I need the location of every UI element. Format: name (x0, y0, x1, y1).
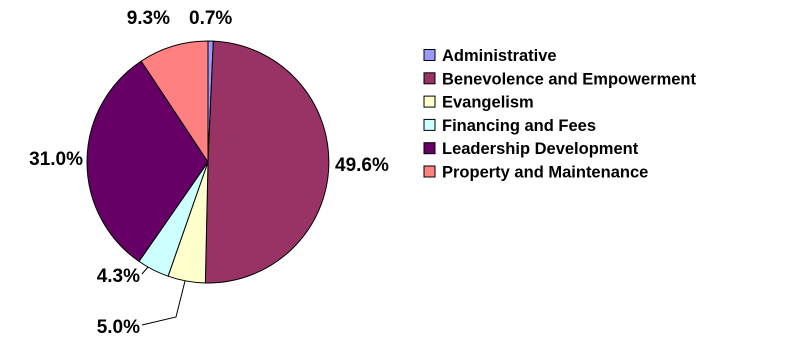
legend-label-financing-and-fees: Financing and Fees (442, 117, 596, 135)
legend-item-leadership-development: Leadership Development (423, 140, 639, 158)
legend-label-property-and-maintenance: Property and Maintenance (442, 164, 648, 182)
label-leader-lines (141, 266, 186, 326)
legend-swatch-financing-and-fees (423, 118, 436, 131)
legend-label-benevolence-and-empowerment: Benevolence and Empowerment (442, 70, 696, 88)
slice-label-administrative: 0.7% (189, 8, 232, 29)
legend-label-administrative: Administrative (442, 47, 557, 65)
pie-slice-property-and-maintenance (140, 40, 209, 163)
legend-swatch-property-and-maintenance (423, 165, 436, 178)
leader-line-evangelism (141, 280, 186, 326)
legend-item-administrative: Administrative (423, 47, 557, 65)
slice-label-evangelism: 5.0% (97, 317, 140, 338)
legend-label-leadership-development: Leadership Development (442, 140, 639, 158)
slice-label-leadership-development: 31.0% (29, 149, 83, 170)
slice-labels: 0.7% 49.6% 5.0% 4.3% 31.0% 9.3% (29, 8, 389, 338)
legend-swatch-leadership-development (423, 142, 436, 155)
legend-swatch-benevolence-and-empowerment (423, 72, 436, 85)
pie-slice-leadership-development (86, 60, 209, 262)
legend-item-property-and-maintenance: Property and Maintenance (423, 164, 648, 182)
legend: Administrative Benevolence and Empowermen… (423, 47, 696, 182)
legend-item-financing-and-fees: Financing and Fees (423, 117, 596, 135)
slice-label-financing-and-fees: 4.3% (97, 266, 140, 287)
pie-slice-benevolence-and-empowerment (204, 40, 330, 284)
legend-swatch-administrative (423, 49, 436, 61)
legend-label-evangelism: Evangelism (442, 94, 534, 112)
slice-label-property-and-maintenance: 9.3% (127, 8, 170, 29)
slice-label-benevolence-and-empowerment: 49.6% (335, 155, 389, 176)
legend-item-evangelism: Evangelism (423, 94, 534, 112)
leader-line-financing-and-fees (141, 266, 149, 275)
legend-item-benevolence-and-empowerment: Benevolence and Empowerment (423, 70, 696, 88)
legend-swatch-evangelism (423, 95, 436, 108)
pie-slices (86, 40, 330, 284)
